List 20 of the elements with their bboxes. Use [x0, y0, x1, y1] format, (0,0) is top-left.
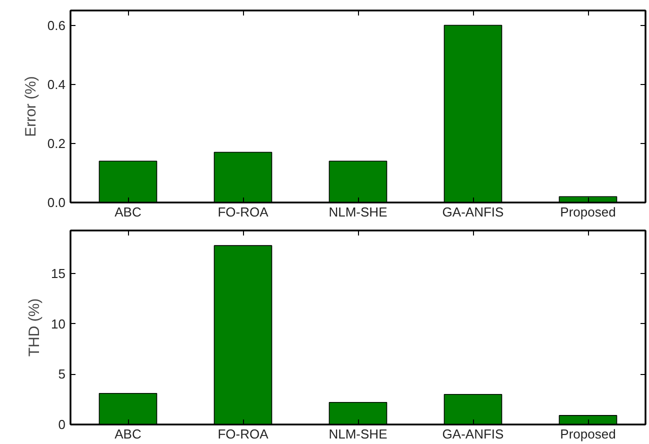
- y-axis-title: THD (%): [26, 298, 44, 357]
- y-tick-label: 0.2: [47, 136, 66, 151]
- x-tick-label: NLM-SHE: [328, 426, 388, 442]
- x-tick-label: NLM-SHE: [328, 204, 388, 220]
- x-tick-label: Proposed: [560, 204, 616, 220]
- x-tick-label: ABC: [114, 204, 142, 220]
- y-tick-label: 0.6: [47, 18, 66, 33]
- x-tick-label: GA-ANFIS: [442, 204, 504, 220]
- x-tick-label: FO-ROA: [218, 426, 269, 442]
- x-tick-label: ABC: [114, 426, 142, 442]
- y-tick-label: 15: [51, 266, 66, 282]
- y-axis-title: Error (%): [22, 76, 40, 137]
- y-tick-label: 0: [58, 417, 66, 432]
- y-tick-label: 0.4: [47, 76, 66, 92]
- x-tick-label: FO-ROA: [218, 204, 269, 220]
- x-tick-label: GA-ANFIS: [442, 426, 504, 442]
- y-tick-label: 0.0: [47, 195, 66, 210]
- x-tick-label: Proposed: [560, 426, 616, 442]
- y-tick-label: 5: [58, 366, 66, 382]
- y-tick-label: 10: [51, 316, 66, 332]
